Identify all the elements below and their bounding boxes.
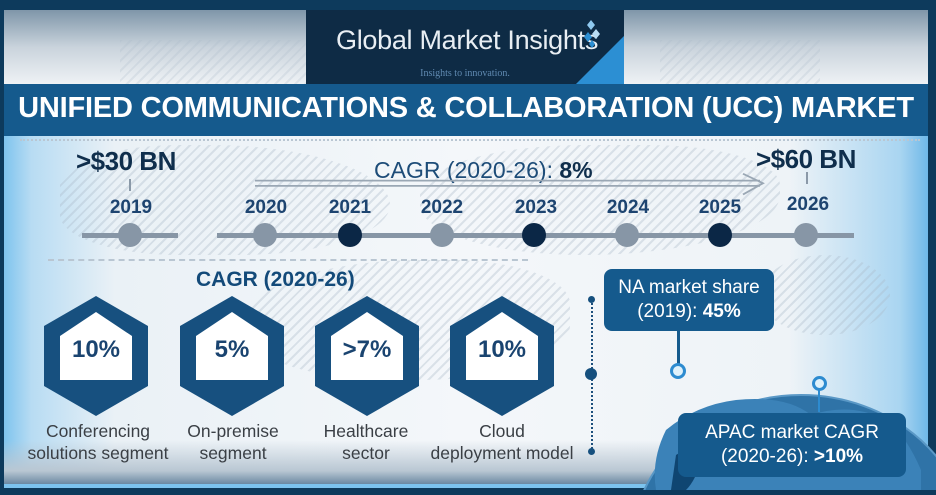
value-tick (806, 172, 808, 184)
diamond-logo-icon (584, 20, 600, 48)
na-line2: (2019): 45% (604, 300, 774, 324)
timeline-node-2020 (253, 223, 277, 247)
timeline-node-2019 (118, 223, 142, 247)
timeline-node-2023 (522, 223, 546, 247)
label-line: On-premise (187, 421, 279, 441)
year-2025: 2025 (698, 197, 742, 218)
year-2020: 2020 (244, 197, 288, 218)
segment-value: 5% (214, 336, 250, 363)
apac-value: >10% (813, 446, 864, 467)
timeline-node-2022 (430, 223, 454, 247)
hexagon-icon (180, 296, 284, 416)
label-line: Healthcare (323, 421, 409, 441)
segment-label-conferencing: Conferencing solutions segment (20, 420, 176, 464)
growth-arrow-icon (255, 172, 765, 196)
map-hatch (760, 255, 890, 335)
na-prefix: (2019): (637, 301, 703, 322)
na-connector-line (677, 331, 680, 365)
year-2019: 2019 (109, 197, 153, 218)
separator-dot (588, 448, 595, 455)
brand-logo: Global Market Insights Insights to innov… (306, 10, 624, 84)
timeline-node-2026 (794, 223, 818, 247)
brand-name: Global Market Insights (336, 25, 599, 55)
apac-line1: APAC market CAGR (705, 422, 879, 443)
hexagon-icon (44, 296, 148, 416)
year-2024: 2024 (606, 197, 650, 218)
apac-location-pin-icon (812, 376, 827, 391)
segment-cagr-title: CAGR (2020-26) (196, 268, 355, 291)
segment-label-cloud: Cloud deployment model (420, 420, 584, 464)
label-line: deployment model (430, 443, 574, 463)
year-2021: 2021 (328, 197, 372, 218)
value-tick (129, 179, 131, 191)
apac-connector-line (818, 390, 820, 412)
hexagon-icon (315, 296, 419, 416)
separator-dot (588, 296, 595, 303)
year-2026: 2026 (786, 194, 830, 215)
segment-hexagon-healthcare: >7% (313, 296, 421, 416)
year-2023: 2023 (514, 197, 558, 218)
timeline-node-2025 (708, 223, 732, 247)
segment-label-on-premise: On-premise segment (176, 420, 290, 464)
na-value: 45% (702, 301, 741, 322)
map-hatch (660, 40, 820, 84)
brand-tagline: Insights to innovation. (420, 68, 510, 79)
market-value-2026: >$60 BN (756, 144, 856, 174)
separator-dot (585, 368, 597, 380)
dotted-divider (20, 139, 920, 141)
segment-hexagon-on-premise: 5% (178, 296, 286, 416)
apac-prefix: (2020-26): (720, 446, 814, 467)
hexagon-icon (450, 296, 554, 416)
label-line: Cloud (479, 421, 525, 441)
segment-value: >7% (342, 336, 392, 363)
overall-cagr-value: 8% (559, 157, 593, 183)
label-line: solutions segment (27, 443, 169, 463)
dashed-divider (48, 259, 528, 261)
segment-label-healthcare: Healthcare sector (316, 420, 416, 464)
apac-market-cagr-callout: APAC market CAGR (2020-26): >10% (678, 413, 906, 477)
na-market-share-callout: NA market share (2019): 45% (604, 269, 774, 331)
na-line1: NA market share (618, 277, 760, 298)
timeline-node-2024 (615, 223, 639, 247)
apac-line2: (2020-26): >10% (678, 445, 906, 469)
label-line: sector (342, 443, 390, 463)
overall-cagr-label: CAGR (2020-26): (374, 157, 560, 183)
label-line: Conferencing (45, 421, 151, 441)
segment-hexagon-conferencing: 10% (42, 296, 150, 416)
label-line: segment (199, 443, 267, 463)
segment-hexagon-cloud: 10% (448, 296, 556, 416)
title-bar: UNIFIED COMMUNICATIONS & COLLABORATION (… (4, 84, 928, 136)
year-2022: 2022 (420, 197, 464, 218)
overall-cagr: CAGR (2020-26): 8% (374, 157, 593, 184)
timeline-node-2021 (338, 223, 362, 247)
na-location-pin-icon (670, 363, 686, 379)
map-hatch (120, 40, 310, 84)
segment-value: 10% (477, 336, 527, 363)
page-title: UNIFIED COMMUNICATIONS & COLLABORATION (… (18, 92, 914, 124)
market-value-2019: >$30 BN (76, 146, 176, 176)
bottom-stripe (4, 484, 928, 488)
segment-value: 10% (71, 336, 121, 363)
